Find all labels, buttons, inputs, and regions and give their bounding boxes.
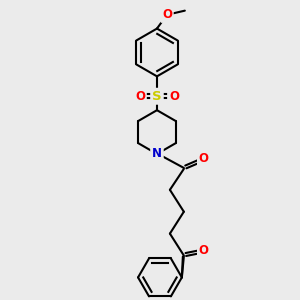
Text: O: O — [199, 152, 209, 166]
Text: O: O — [169, 90, 179, 103]
Text: O: O — [162, 8, 172, 21]
Text: O: O — [135, 90, 145, 103]
Text: N: N — [152, 148, 162, 160]
Text: S: S — [152, 90, 162, 103]
Text: O: O — [199, 244, 209, 257]
